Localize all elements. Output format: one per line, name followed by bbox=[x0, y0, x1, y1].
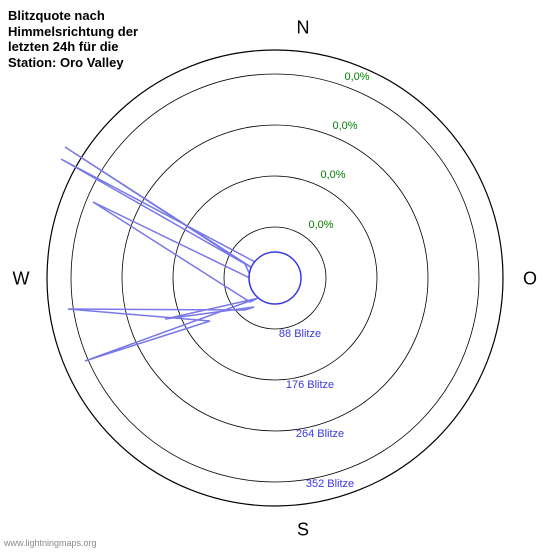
pct-label: 0,0% bbox=[332, 120, 357, 132]
wind-rose-polygon bbox=[61, 147, 297, 361]
pct-label: 0,0% bbox=[320, 169, 345, 181]
blitz-label: 352 Blitze bbox=[306, 478, 354, 490]
compass-n: N bbox=[297, 18, 310, 39]
footer-attribution: www.lightningmaps.org bbox=[4, 538, 97, 548]
pct-label: 0,0% bbox=[344, 71, 369, 83]
blitz-label: 88 Blitze bbox=[279, 328, 321, 340]
center-circle bbox=[249, 252, 301, 304]
blitz-label: 264 Blitze bbox=[296, 428, 344, 440]
polar-chart bbox=[0, 0, 550, 550]
pct-label: 0,0% bbox=[308, 219, 333, 231]
compass-s: S bbox=[297, 520, 309, 541]
chart-svg bbox=[0, 0, 550, 550]
blitz-label: 176 Blitze bbox=[286, 379, 334, 391]
compass-w: W bbox=[13, 269, 30, 290]
compass-o: O bbox=[523, 269, 537, 290]
